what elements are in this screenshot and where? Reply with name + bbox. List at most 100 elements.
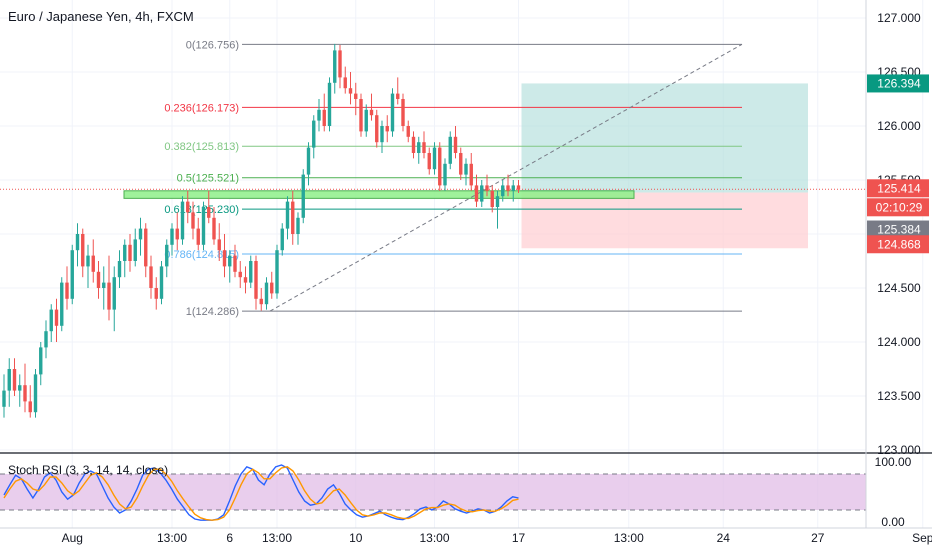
candle-body: [275, 250, 279, 294]
candle: [217, 223, 221, 261]
fibonacci-retracement[interactable]: 0(126.756) 0.236(126.173) 0.382(125.813) 0.…: [164, 39, 743, 318]
stoch-axis-tick-label: 0.00: [881, 515, 905, 529]
background-layer: [0, 0, 924, 528]
candle-body: [280, 228, 284, 251]
candle-body: [411, 136, 416, 153]
last-price-label: 125.414: [867, 179, 929, 198]
price-axis-tick-label: 123.500: [877, 389, 921, 403]
countdown-label-text: 02:10:29: [876, 200, 923, 214]
candle-body: [338, 50, 342, 78]
candle-body: [33, 374, 38, 413]
candle-body: [144, 228, 148, 267]
fib-level-label: 0.236(126.173): [164, 102, 239, 114]
profit-target-zone: [521, 83, 808, 193]
candle: [343, 66, 347, 94]
price-axis-tick-label: 126.000: [877, 119, 921, 133]
candle-body: [453, 136, 458, 153]
candle-body: [443, 163, 447, 186]
candle-body: [354, 93, 358, 99]
candle-body: [191, 212, 195, 229]
candle: [117, 250, 122, 288]
candle-body: [401, 99, 405, 126]
candle-body: [243, 277, 248, 283]
candle-body: [490, 190, 494, 207]
chart-title: Euro / Japanese Yen, 4h, FXCM: [8, 9, 194, 24]
candle-body: [7, 369, 11, 391]
candle-body: [128, 244, 132, 261]
price-axis-tick-label: 127.000: [877, 11, 921, 25]
candle-body: [39, 347, 43, 375]
candle: [186, 190, 190, 224]
candle-body: [238, 271, 242, 278]
candle-body: [485, 185, 489, 191]
stoch-rsi-pane: 100.00 0.00: [0, 455, 912, 529]
candle: [338, 45, 342, 89]
candle: [432, 142, 437, 175]
candle-body: [254, 261, 258, 299]
candlestick-series: [2, 43, 521, 418]
last-price-label-text: 125.414: [877, 181, 921, 195]
stoch-rsi-title: Stoch RSI (3, 3, 14, 14, close): [8, 463, 168, 477]
price-axis-tick-label: 124.000: [877, 335, 921, 349]
candle: [39, 342, 43, 386]
candle: [406, 120, 410, 143]
candle-body: [81, 234, 85, 267]
candle: [91, 239, 95, 283]
candle: [23, 363, 27, 413]
candle-body: [390, 93, 395, 132]
candle-body: [459, 153, 463, 175]
candle-body: [380, 126, 384, 143]
stoch-band: [0, 474, 866, 510]
candle: [44, 320, 48, 359]
time-axis-tick-label: Aug: [62, 531, 83, 545]
fib-trend-line[interactable]: [269, 43, 743, 312]
candle-body: [317, 109, 321, 121]
candle-body: [49, 309, 53, 332]
candle: [270, 271, 274, 299]
candle: [33, 369, 38, 418]
candle: [201, 201, 206, 251]
fib-level-label: 0(126.756): [186, 39, 239, 51]
candle-body: [117, 261, 122, 278]
candle-body: [364, 109, 368, 132]
candle-body: [516, 185, 521, 190]
countdown-label-bg: [867, 198, 929, 217]
candle-body: [222, 250, 227, 267]
candle: [322, 93, 326, 132]
candle-body: [427, 153, 431, 170]
candle-body: [86, 255, 90, 267]
candle-body: [396, 93, 400, 99]
candle: [107, 255, 111, 321]
entry-price-label: 125.384: [867, 220, 929, 239]
candle-body: [464, 163, 468, 175]
candle: [123, 239, 127, 278]
candle: [233, 244, 237, 278]
candle: [280, 223, 284, 256]
candle: [291, 190, 295, 245]
candle: [102, 266, 106, 310]
candle-body: [196, 228, 200, 245]
candle: [485, 174, 489, 197]
candle: [12, 358, 17, 396]
support-zone[interactable]: [123, 190, 635, 199]
candle-body: [327, 82, 332, 126]
candle-body: [186, 201, 190, 213]
candle: [396, 77, 400, 105]
time-axis-tick-label: 13:00: [157, 531, 187, 545]
entry-price-label-text: 125.384: [877, 223, 921, 237]
candle-body: [18, 385, 22, 391]
candle-body: [154, 288, 158, 299]
candle: [222, 234, 227, 278]
candle: [96, 261, 101, 299]
candle-body: [422, 142, 426, 153]
candle-body: [348, 88, 353, 94]
candle-body: [138, 228, 143, 240]
candle: [264, 277, 269, 310]
candle: [380, 120, 384, 153]
time-axis-tick-label: 13:00: [614, 531, 644, 545]
candle: [175, 212, 179, 251]
candle-body: [270, 282, 274, 294]
